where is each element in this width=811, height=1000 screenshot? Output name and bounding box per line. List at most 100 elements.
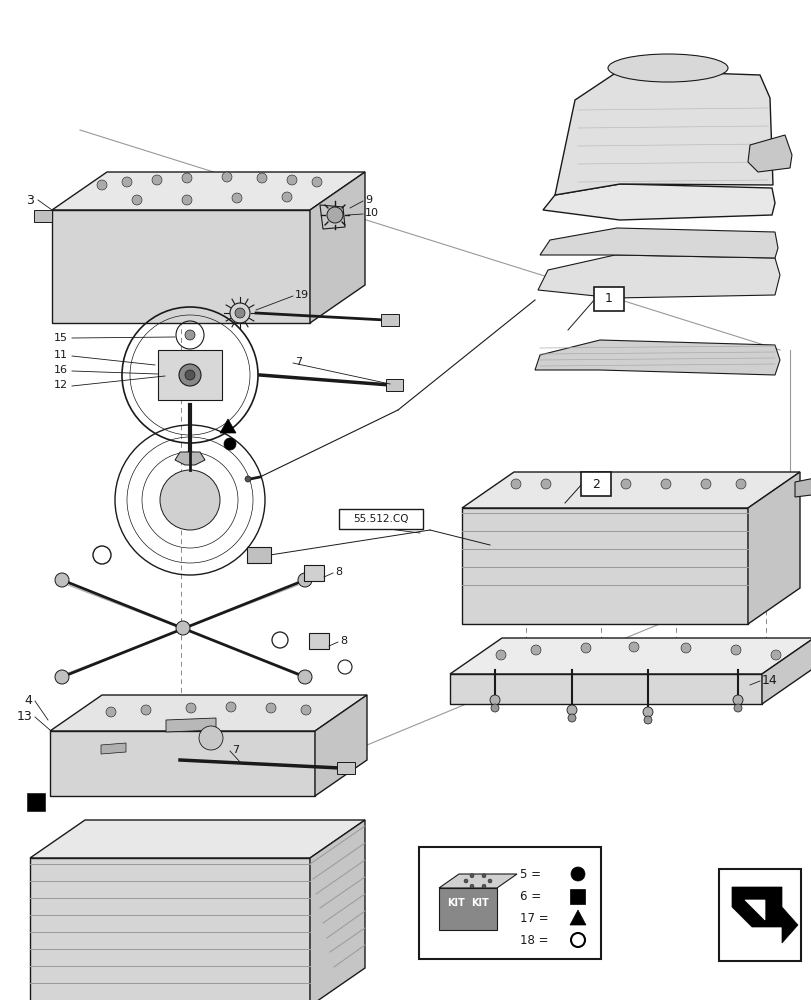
Text: KIT: KIT bbox=[470, 898, 488, 908]
Polygon shape bbox=[538, 255, 779, 298]
Polygon shape bbox=[310, 172, 365, 323]
Text: 4: 4 bbox=[24, 694, 32, 706]
Polygon shape bbox=[461, 508, 747, 624]
Circle shape bbox=[566, 705, 577, 715]
Polygon shape bbox=[50, 695, 367, 731]
Circle shape bbox=[176, 621, 190, 635]
Polygon shape bbox=[52, 172, 365, 210]
Circle shape bbox=[581, 479, 590, 489]
Circle shape bbox=[489, 695, 500, 705]
Circle shape bbox=[160, 470, 220, 530]
Polygon shape bbox=[165, 718, 216, 732]
Polygon shape bbox=[315, 695, 367, 796]
Circle shape bbox=[570, 867, 584, 881]
Circle shape bbox=[106, 707, 116, 717]
Polygon shape bbox=[50, 731, 315, 796]
Circle shape bbox=[530, 645, 540, 655]
Circle shape bbox=[735, 479, 745, 489]
Polygon shape bbox=[747, 472, 799, 624]
Polygon shape bbox=[310, 820, 365, 1000]
Circle shape bbox=[152, 175, 162, 185]
Circle shape bbox=[224, 438, 236, 450]
FancyBboxPatch shape bbox=[309, 633, 328, 649]
Polygon shape bbox=[320, 205, 345, 229]
Circle shape bbox=[301, 705, 311, 715]
FancyBboxPatch shape bbox=[380, 314, 398, 326]
Circle shape bbox=[620, 479, 630, 489]
Polygon shape bbox=[101, 743, 126, 754]
Polygon shape bbox=[175, 452, 204, 465]
Text: 7: 7 bbox=[294, 357, 302, 367]
Circle shape bbox=[55, 670, 69, 684]
Circle shape bbox=[327, 207, 342, 223]
Polygon shape bbox=[731, 887, 797, 943]
Polygon shape bbox=[220, 419, 236, 433]
Polygon shape bbox=[761, 638, 811, 704]
Circle shape bbox=[232, 193, 242, 203]
Polygon shape bbox=[30, 858, 310, 1000]
Text: 11: 11 bbox=[54, 350, 68, 360]
FancyBboxPatch shape bbox=[581, 472, 610, 496]
Text: 16: 16 bbox=[54, 365, 68, 375]
Circle shape bbox=[178, 364, 201, 386]
Polygon shape bbox=[449, 638, 811, 674]
FancyBboxPatch shape bbox=[338, 509, 423, 529]
Circle shape bbox=[470, 884, 474, 888]
Circle shape bbox=[700, 479, 710, 489]
Text: 17 =: 17 = bbox=[519, 912, 548, 924]
Circle shape bbox=[568, 714, 575, 722]
Circle shape bbox=[732, 695, 742, 705]
Circle shape bbox=[660, 479, 670, 489]
Polygon shape bbox=[569, 910, 586, 925]
Circle shape bbox=[186, 703, 195, 713]
Circle shape bbox=[182, 195, 191, 205]
Circle shape bbox=[122, 177, 132, 187]
Polygon shape bbox=[534, 340, 779, 375]
Text: 7: 7 bbox=[232, 745, 238, 755]
Circle shape bbox=[185, 330, 195, 340]
Circle shape bbox=[141, 705, 151, 715]
Text: 8: 8 bbox=[340, 636, 346, 646]
Circle shape bbox=[182, 173, 191, 183]
Text: 5 =: 5 = bbox=[519, 867, 540, 880]
Polygon shape bbox=[747, 135, 791, 172]
Text: 9: 9 bbox=[365, 195, 371, 205]
Circle shape bbox=[470, 874, 474, 878]
Circle shape bbox=[298, 670, 311, 684]
Text: 2: 2 bbox=[591, 478, 599, 490]
Circle shape bbox=[680, 643, 690, 653]
Circle shape bbox=[730, 645, 740, 655]
Circle shape bbox=[581, 643, 590, 653]
Circle shape bbox=[199, 726, 223, 750]
Circle shape bbox=[281, 192, 292, 202]
Text: 3: 3 bbox=[26, 194, 34, 207]
Text: 13: 13 bbox=[16, 710, 32, 722]
Text: 6 =: 6 = bbox=[519, 890, 540, 902]
Circle shape bbox=[132, 195, 142, 205]
Text: 8: 8 bbox=[335, 567, 341, 577]
Polygon shape bbox=[554, 70, 772, 195]
FancyBboxPatch shape bbox=[418, 847, 600, 959]
Circle shape bbox=[185, 370, 195, 380]
Circle shape bbox=[643, 716, 651, 724]
FancyBboxPatch shape bbox=[303, 565, 324, 581]
Polygon shape bbox=[543, 184, 774, 220]
Text: 1: 1 bbox=[604, 292, 612, 306]
FancyBboxPatch shape bbox=[570, 888, 585, 904]
Text: 55.512.CQ: 55.512.CQ bbox=[353, 514, 408, 524]
Circle shape bbox=[496, 650, 505, 660]
FancyBboxPatch shape bbox=[337, 762, 354, 774]
Circle shape bbox=[482, 884, 486, 888]
Text: 12: 12 bbox=[54, 380, 68, 390]
Circle shape bbox=[482, 874, 486, 878]
FancyBboxPatch shape bbox=[594, 287, 623, 311]
Polygon shape bbox=[539, 228, 777, 258]
FancyBboxPatch shape bbox=[247, 547, 271, 563]
Circle shape bbox=[629, 642, 638, 652]
Circle shape bbox=[257, 173, 267, 183]
Text: KIT: KIT bbox=[447, 898, 465, 908]
Circle shape bbox=[463, 879, 467, 883]
Circle shape bbox=[55, 573, 69, 587]
Polygon shape bbox=[30, 820, 365, 858]
Circle shape bbox=[234, 308, 245, 318]
